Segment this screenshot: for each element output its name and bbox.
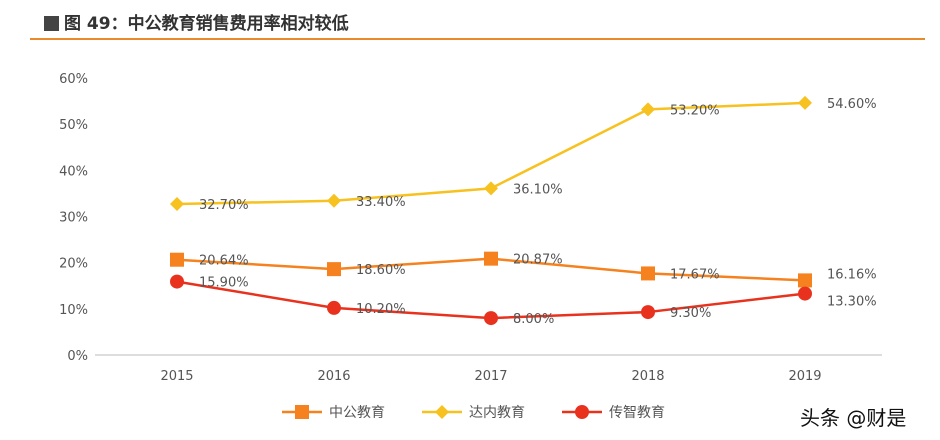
data-point: [641, 305, 655, 320]
data-label: 20.64%: [199, 254, 249, 269]
data-label: 54.60%: [827, 97, 877, 112]
data-label: 33.40%: [356, 195, 406, 210]
y-tick-label: 10%: [59, 303, 88, 318]
data-point: [484, 251, 498, 266]
legend-label: 传智教育: [609, 405, 665, 421]
data-point: [327, 300, 341, 315]
data-point: [170, 197, 184, 212]
data-point: [641, 102, 655, 117]
y-tick-label: 0%: [67, 349, 88, 364]
y-tick-label: 40%: [59, 164, 88, 179]
data-label: 17.67%: [670, 267, 720, 282]
data-label: 10.20%: [356, 302, 406, 317]
legend-label: 中公教育: [329, 405, 385, 421]
data-label: 20.87%: [513, 253, 563, 268]
data-label: 9.30%: [670, 306, 711, 321]
y-tick-label: 60%: [59, 72, 88, 87]
data-label: 16.16%: [827, 267, 877, 282]
legend-marker: [295, 405, 309, 419]
figure-title: 图 49：中公教育销售费用率相对较低: [44, 9, 349, 34]
data-point: [170, 252, 184, 267]
data-point: [798, 273, 812, 288]
legend-marker: [435, 405, 449, 419]
data-label: 32.70%: [199, 198, 249, 213]
data-point: [798, 286, 812, 301]
data-label: 13.30%: [827, 295, 877, 310]
header-rule: [30, 38, 925, 40]
data-point: [327, 193, 341, 208]
data-point: [170, 274, 184, 289]
data-point: [484, 311, 498, 326]
x-tick-label: 2015: [160, 369, 193, 384]
data-point: [641, 266, 655, 281]
watermark: 头条 @财是: [800, 406, 907, 430]
data-point: [327, 262, 341, 277]
y-tick-label: 20%: [59, 257, 88, 272]
data-label: 18.60%: [356, 263, 406, 278]
data-label: 15.90%: [199, 276, 249, 291]
legend-marker: [575, 405, 589, 419]
x-tick-label: 2019: [788, 369, 821, 384]
title-square-icon: [44, 16, 59, 31]
data-point: [484, 181, 498, 196]
data-label: 8.00%: [513, 312, 554, 327]
y-tick-label: 50%: [59, 118, 88, 133]
data-label: 53.20%: [670, 103, 720, 118]
y-tick-label: 30%: [59, 211, 88, 226]
x-tick-label: 2017: [474, 369, 507, 384]
data-label: 36.10%: [513, 182, 563, 197]
legend-label: 达内教育: [469, 405, 525, 421]
x-tick-label: 2016: [317, 369, 350, 384]
x-tick-label: 2018: [631, 369, 664, 384]
data-point: [798, 95, 812, 110]
